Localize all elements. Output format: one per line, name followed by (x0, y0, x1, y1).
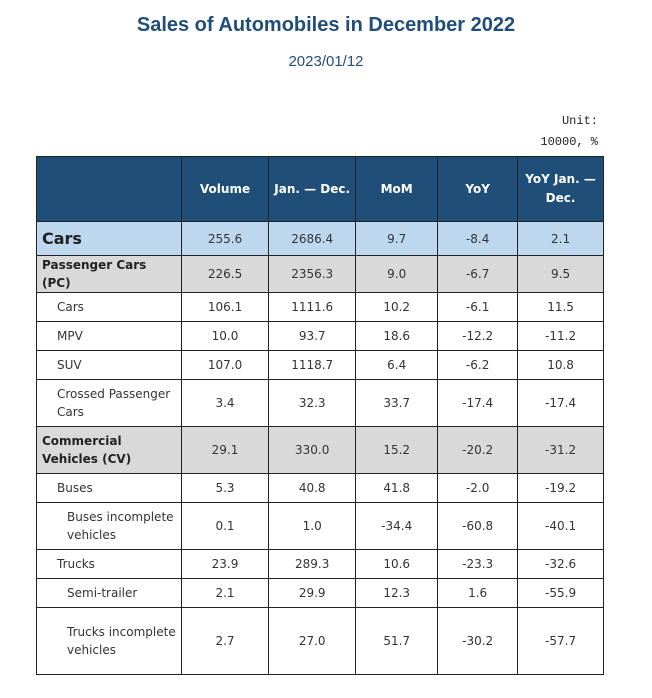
table-cell: 1.6 (437, 578, 519, 608)
column-header (36, 156, 182, 222)
table-cell: 11.5 (517, 292, 604, 322)
column-header: YoY (437, 156, 519, 222)
table-cell: 2.1 (180, 578, 270, 608)
publish-date: 2023/01/12 (288, 53, 364, 70)
table-cell: -57.7 (517, 607, 604, 675)
table-row: SUV 107.0 1118.7 6.4 -6.2 10.8 (36, 350, 604, 380)
table-cell: 10.6 (355, 549, 439, 579)
table-cell: -34.4 (355, 502, 439, 550)
row-label: Commercial Vehicles (CV) (36, 426, 182, 474)
unit-note: Unit: 10000, % (540, 111, 598, 153)
table-cell: 2.7 (180, 607, 270, 675)
table-cell: 1118.7 (268, 350, 357, 380)
table-cell: 2356.3 (268, 255, 357, 293)
table-cell: 1.0 (268, 502, 357, 550)
table-cell: 1111.6 (268, 292, 357, 322)
table-cell: 2.1 (517, 221, 604, 256)
row-label: SUV (36, 350, 182, 380)
table-row: Cars 255.6 2686.4 9.7 -8.4 2.1 (36, 221, 604, 256)
table-cell: 27.0 (268, 607, 357, 675)
table-row: Buses 5.3 40.8 41.8 -2.0 -19.2 (36, 473, 604, 503)
table-cell: -12.2 (437, 321, 519, 351)
table-cell: 18.6 (355, 321, 439, 351)
table-cell: -60.8 (437, 502, 519, 550)
table-cell: 330.0 (268, 426, 357, 474)
table-cell: 0.1 (180, 502, 270, 550)
row-label: Buses incomplete vehicles (36, 502, 182, 550)
page-title: Sales of Automobiles in December 2022 (136, 14, 516, 36)
table-cell: 107.0 (180, 350, 270, 380)
table-cell: 10.8 (517, 350, 604, 380)
table-cell: 10.2 (355, 292, 439, 322)
table-cell: -6.2 (437, 350, 519, 380)
column-header: MoM (355, 156, 439, 222)
table-cell: 255.6 (180, 221, 270, 256)
row-label: Crossed Passenger Cars (36, 379, 182, 427)
table-cell: 51.7 (355, 607, 439, 675)
table-row: Passenger Cars (PC) 226.5 2356.3 9.0 -6.7 9.5 (36, 255, 604, 293)
table-row: MPV 10.0 93.7 18.6 -12.2 -11.2 (36, 321, 604, 351)
table-row: Trucks incomplete vehicles 2.7 27.0 51.7 -30… (36, 607, 604, 675)
table-cell: -55.9 (517, 578, 604, 608)
table-cell: -31.2 (517, 426, 604, 474)
column-header: Jan. — Dec. (268, 156, 357, 222)
table-cell: 9.0 (355, 255, 439, 293)
table-cell: 15.2 (355, 426, 439, 474)
table-cell: 32.3 (268, 379, 357, 427)
table-cell: 3.4 (180, 379, 270, 427)
table-cell: 9.7 (355, 221, 439, 256)
table-cell: 29.9 (268, 578, 357, 608)
table-cell: -19.2 (517, 473, 604, 503)
table-cell: 10.0 (180, 321, 270, 351)
row-label: MPV (36, 321, 182, 351)
row-label: Trucks (36, 549, 182, 579)
table-cell: 33.7 (355, 379, 439, 427)
table-cell: -6.7 (437, 255, 519, 293)
table-row: Buses incomplete vehicles 0.1 1.0 -34.4 -60.… (36, 502, 604, 550)
table-cell: 6.4 (355, 350, 439, 380)
table-cell: 226.5 (180, 255, 270, 293)
unit-value: 10000, % (540, 135, 598, 149)
column-header: Volume (180, 156, 270, 222)
row-label: Cars (36, 292, 182, 322)
table-cell: -8.4 (437, 221, 519, 256)
table-cell: -17.4 (517, 379, 604, 427)
table-cell: 106.1 (180, 292, 270, 322)
table-row: Cars 106.1 1111.6 10.2 -6.1 11.5 (36, 292, 604, 322)
table-header-row: Volume Jan. — Dec. MoM YoY YoY Jan. — Dec. (36, 156, 604, 222)
table-cell: -11.2 (517, 321, 604, 351)
table-cell: -17.4 (437, 379, 519, 427)
table-cell: 40.8 (268, 473, 357, 503)
table-cell: 9.5 (517, 255, 604, 293)
table-cell: 12.3 (355, 578, 439, 608)
table-cell: 41.8 (355, 473, 439, 503)
table-cell: 5.3 (180, 473, 270, 503)
table-cell: -30.2 (437, 607, 519, 675)
table-cell: 2686.4 (268, 221, 357, 256)
table-cell: 23.9 (180, 549, 270, 579)
table-cell: -20.2 (437, 426, 519, 474)
table-row: Trucks 23.9 289.3 10.6 -23.3 -32.6 (36, 549, 604, 579)
unit-label: Unit: (561, 114, 598, 128)
table-cell: -2.0 (437, 473, 519, 503)
table-row: Semi-trailer 2.1 29.9 12.3 1.6 -55.9 (36, 578, 604, 608)
row-label: Trucks incomplete vehicles (36, 607, 182, 675)
table-cell: 29.1 (180, 426, 270, 474)
row-label: Passenger Cars (PC) (36, 255, 182, 293)
table-cell: 289.3 (268, 549, 357, 579)
table-row: Crossed Passenger Cars 3.4 32.3 33.7 -17.4 -1… (36, 379, 604, 427)
row-label: Semi-trailer (36, 578, 182, 608)
table-cell: -23.3 (437, 549, 519, 579)
table-cell: -32.6 (517, 549, 604, 579)
column-header: YoY Jan. — Dec. (517, 156, 604, 222)
table-cell: -6.1 (437, 292, 519, 322)
table-row: Commercial Vehicles (CV) 29.1 330.0 15.2 -20… (36, 426, 604, 474)
table-cell: -40.1 (517, 502, 604, 550)
row-label: Cars (36, 221, 182, 256)
sales-table: Volume Jan. — Dec. MoM YoY YoY Jan. — Dec. C… (36, 156, 604, 675)
table-cell: 93.7 (268, 321, 357, 351)
row-label: Buses (36, 473, 182, 503)
